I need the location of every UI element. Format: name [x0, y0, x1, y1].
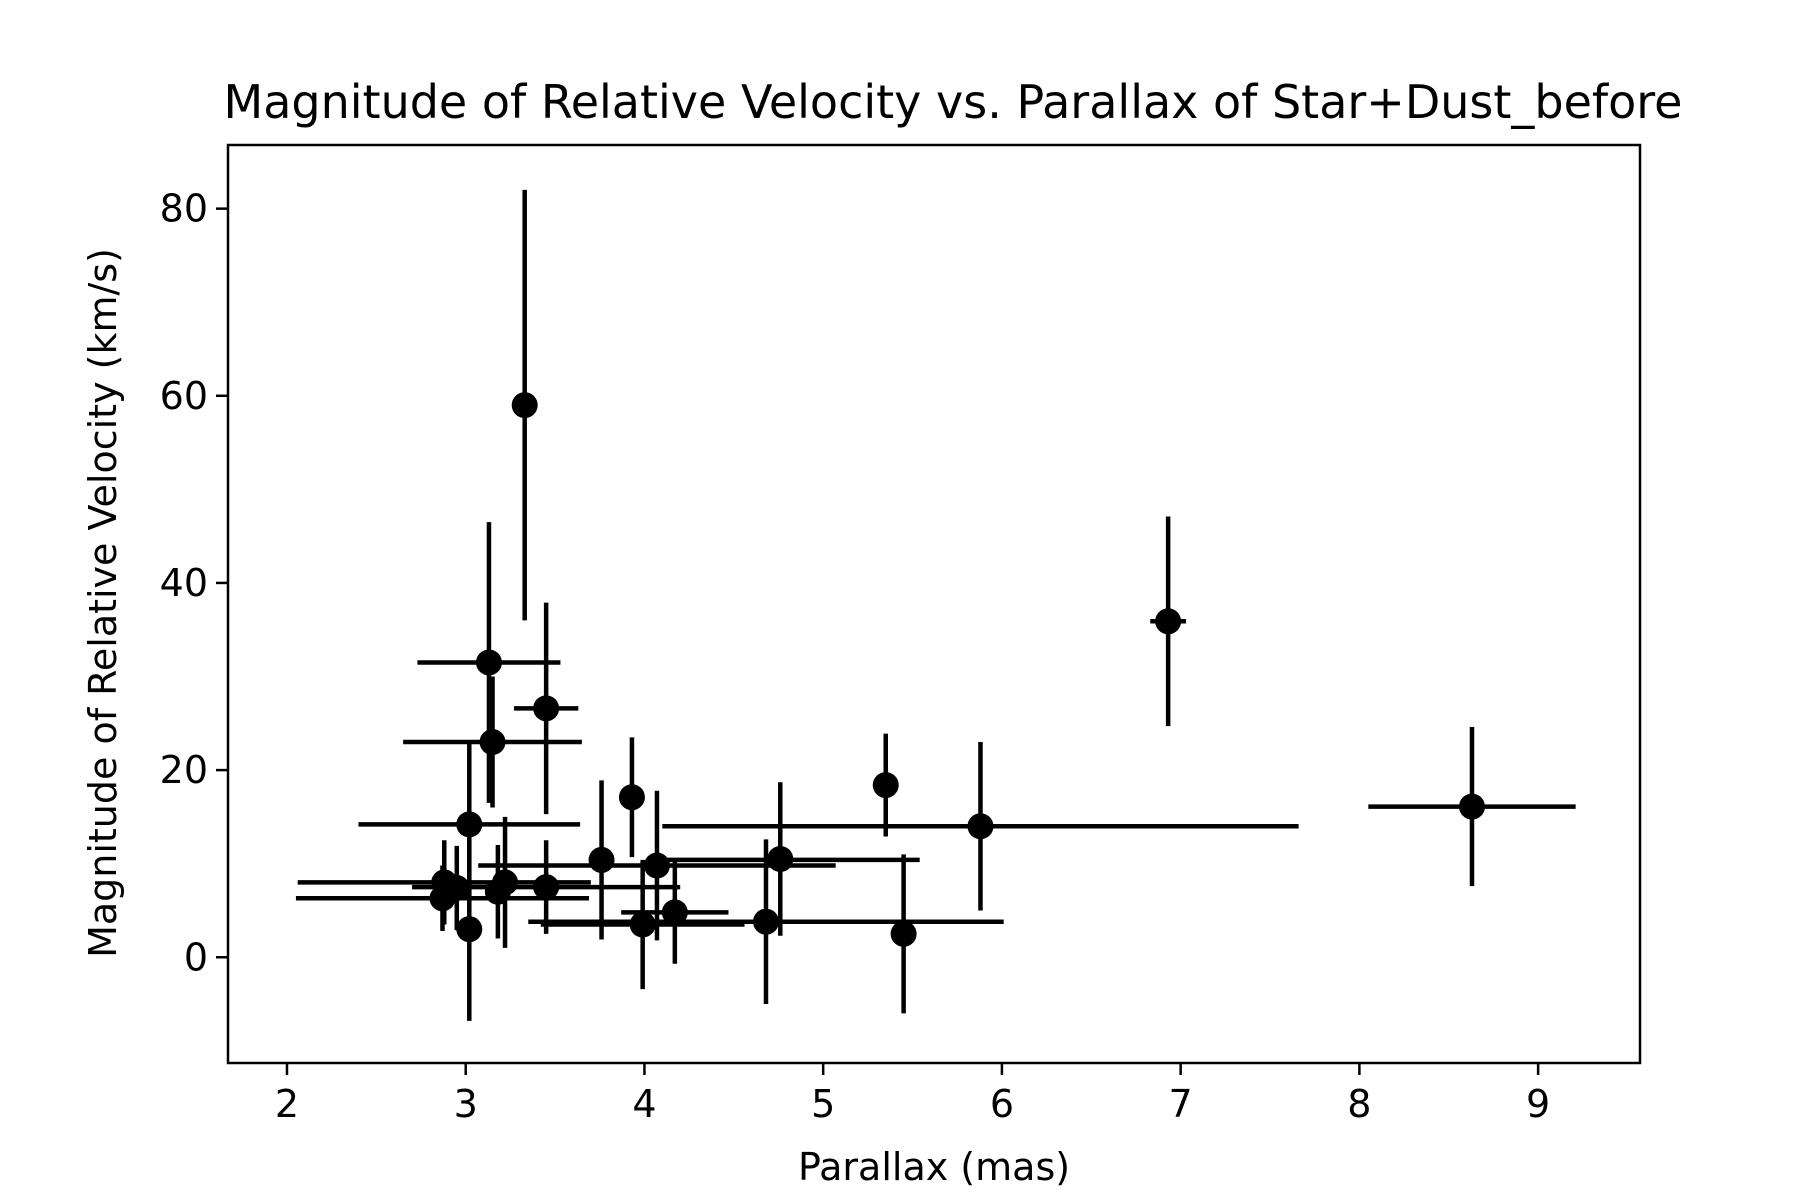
chart-title: Magnitude of Relative Velocity vs. Paral… — [224, 75, 1683, 129]
x-tick-label: 3 — [454, 1082, 478, 1126]
x-tick-label: 4 — [632, 1082, 656, 1126]
data-point — [533, 695, 560, 722]
data-point — [967, 813, 994, 840]
data-point — [1458, 793, 1485, 820]
x-tick-label: 6 — [990, 1082, 1014, 1126]
data-point — [629, 911, 656, 938]
y-tick-label: 80 — [160, 187, 208, 231]
y-axis-label: Magnitude of Relative Velocity (km/s) — [81, 248, 125, 958]
data-point — [443, 875, 470, 902]
data-point — [661, 899, 688, 926]
data-point — [456, 811, 483, 838]
x-tick-label: 5 — [811, 1082, 835, 1126]
x-axis-label: Parallax (mas) — [798, 1145, 1070, 1189]
data-point — [872, 772, 899, 799]
y-tick-label: 0 — [184, 935, 208, 979]
data-point — [1155, 608, 1182, 635]
y-tick-label: 20 — [160, 748, 208, 792]
data-point — [588, 846, 615, 873]
data-point — [533, 874, 560, 901]
data-point — [752, 908, 779, 935]
x-tick-label: 9 — [1526, 1082, 1550, 1126]
data-point — [484, 878, 511, 905]
y-tick-label: 40 — [160, 561, 208, 605]
y-axis: 0 20 40 60 80 — [160, 187, 228, 979]
data-points — [295, 189, 1576, 1021]
x-axis: 2 3 4 5 6 7 8 9 — [275, 1063, 1550, 1126]
x-tick-label: 7 — [1169, 1082, 1193, 1126]
data-point — [890, 920, 917, 947]
data-point — [479, 729, 506, 756]
data-point — [475, 649, 502, 676]
data-point — [643, 852, 670, 879]
data-point — [618, 784, 645, 811]
x-tick-label: 2 — [275, 1082, 299, 1126]
y-tick-label: 60 — [160, 374, 208, 418]
x-tick-label: 8 — [1347, 1082, 1371, 1126]
data-point — [456, 916, 483, 943]
plot-frame — [226, 143, 1642, 1065]
data-point — [511, 392, 538, 419]
